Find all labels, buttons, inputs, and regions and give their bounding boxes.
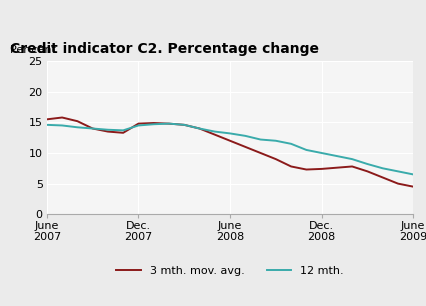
12 mth. bbox=[181, 123, 187, 127]
3 mth. mov. avg. bbox=[197, 127, 202, 130]
3 mth. mov. avg. bbox=[60, 116, 65, 119]
12 mth. bbox=[212, 130, 217, 133]
Line: 3 mth. mov. avg.: 3 mth. mov. avg. bbox=[47, 118, 413, 187]
12 mth. bbox=[380, 166, 385, 170]
3 mth. mov. avg. bbox=[319, 167, 324, 171]
3 mth. mov. avg. bbox=[75, 119, 80, 123]
3 mth. mov. avg. bbox=[365, 170, 370, 173]
12 mth. bbox=[395, 170, 400, 173]
3 mth. mov. avg. bbox=[395, 182, 400, 185]
12 mth. bbox=[60, 124, 65, 127]
3 mth. mov. avg. bbox=[350, 165, 355, 168]
12 mth. bbox=[151, 122, 156, 126]
3 mth. mov. avg. bbox=[136, 122, 141, 125]
3 mth. mov. avg. bbox=[258, 151, 263, 155]
12 mth. bbox=[365, 162, 370, 166]
3 mth. mov. avg. bbox=[273, 157, 279, 161]
3 mth. mov. avg. bbox=[243, 145, 248, 149]
Text: Credit indicator C2. Percentage change: Credit indicator C2. Percentage change bbox=[10, 42, 319, 56]
3 mth. mov. avg. bbox=[288, 165, 294, 168]
12 mth. bbox=[136, 124, 141, 127]
12 mth. bbox=[319, 151, 324, 155]
12 mth. bbox=[243, 134, 248, 138]
3 mth. mov. avg. bbox=[181, 123, 187, 127]
3 mth. mov. avg. bbox=[411, 185, 416, 188]
12 mth. bbox=[304, 148, 309, 152]
12 mth. bbox=[90, 127, 95, 130]
3 mth. mov. avg. bbox=[304, 168, 309, 171]
12 mth. bbox=[44, 123, 49, 127]
Legend: 3 mth. mov. avg., 12 mth.: 3 mth. mov. avg., 12 mth. bbox=[116, 266, 344, 276]
3 mth. mov. avg. bbox=[105, 130, 110, 133]
3 mth. mov. avg. bbox=[44, 118, 49, 121]
3 mth. mov. avg. bbox=[212, 133, 217, 136]
12 mth. bbox=[411, 173, 416, 176]
Text: Per cent: Per cent bbox=[10, 45, 56, 55]
3 mth. mov. avg. bbox=[90, 127, 95, 130]
3 mth. mov. avg. bbox=[151, 121, 156, 125]
3 mth. mov. avg. bbox=[121, 131, 126, 135]
12 mth. bbox=[167, 122, 172, 125]
12 mth. bbox=[258, 138, 263, 141]
3 mth. mov. avg. bbox=[167, 122, 172, 125]
12 mth. bbox=[273, 139, 279, 143]
12 mth. bbox=[334, 154, 340, 158]
12 mth. bbox=[288, 142, 294, 146]
12 mth. bbox=[121, 129, 126, 132]
3 mth. mov. avg. bbox=[380, 176, 385, 179]
12 mth. bbox=[105, 128, 110, 132]
12 mth. bbox=[197, 127, 202, 130]
3 mth. mov. avg. bbox=[227, 139, 233, 143]
12 mth. bbox=[227, 132, 233, 135]
3 mth. mov. avg. bbox=[334, 166, 340, 170]
Line: 12 mth.: 12 mth. bbox=[47, 124, 413, 174]
12 mth. bbox=[75, 125, 80, 129]
12 mth. bbox=[350, 157, 355, 161]
